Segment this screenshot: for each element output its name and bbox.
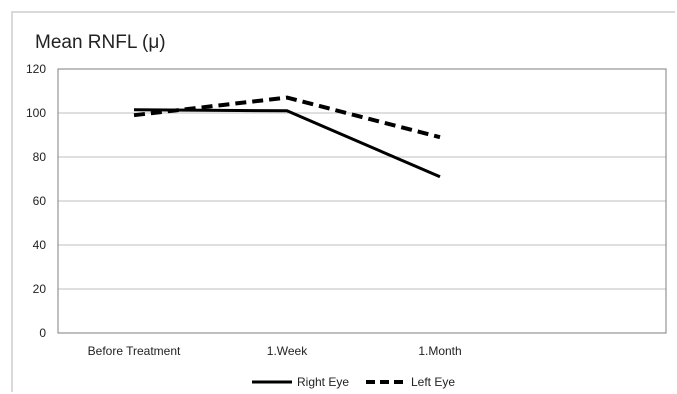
- y-tick-label: 60: [33, 194, 47, 208]
- y-tick-label: 80: [33, 150, 47, 164]
- series-line-left-eye: [133, 95, 441, 140]
- y-axis-ticks: 0 20 40 60 80 100 120: [26, 62, 46, 340]
- y-tick-label: 100: [26, 106, 46, 120]
- legend: Right Eye Left Eye: [252, 375, 455, 389]
- plot-area: [57, 68, 667, 334]
- y-tick-label: 120: [26, 62, 46, 76]
- series-lines: [133, 95, 441, 179]
- legend-label: Right Eye: [297, 375, 349, 389]
- y-tick-label: 20: [33, 282, 47, 296]
- gridlines: [58, 112, 666, 290]
- y-tick-label: 40: [33, 238, 47, 252]
- chart-title: Mean RNFL (μ): [35, 32, 166, 53]
- x-tick-label: 1.Month: [418, 344, 461, 358]
- legend-label: Left Eye: [411, 375, 455, 389]
- y-tick-label: 0: [39, 326, 46, 340]
- x-tick-label: 1.Week: [267, 344, 308, 358]
- x-axis-ticks: Before Treatment 1.Week 1.Month: [88, 344, 462, 358]
- chart-frame: [11, 11, 675, 392]
- x-tick-label: Before Treatment: [88, 344, 181, 358]
- series-line-right-eye: [133, 108, 441, 179]
